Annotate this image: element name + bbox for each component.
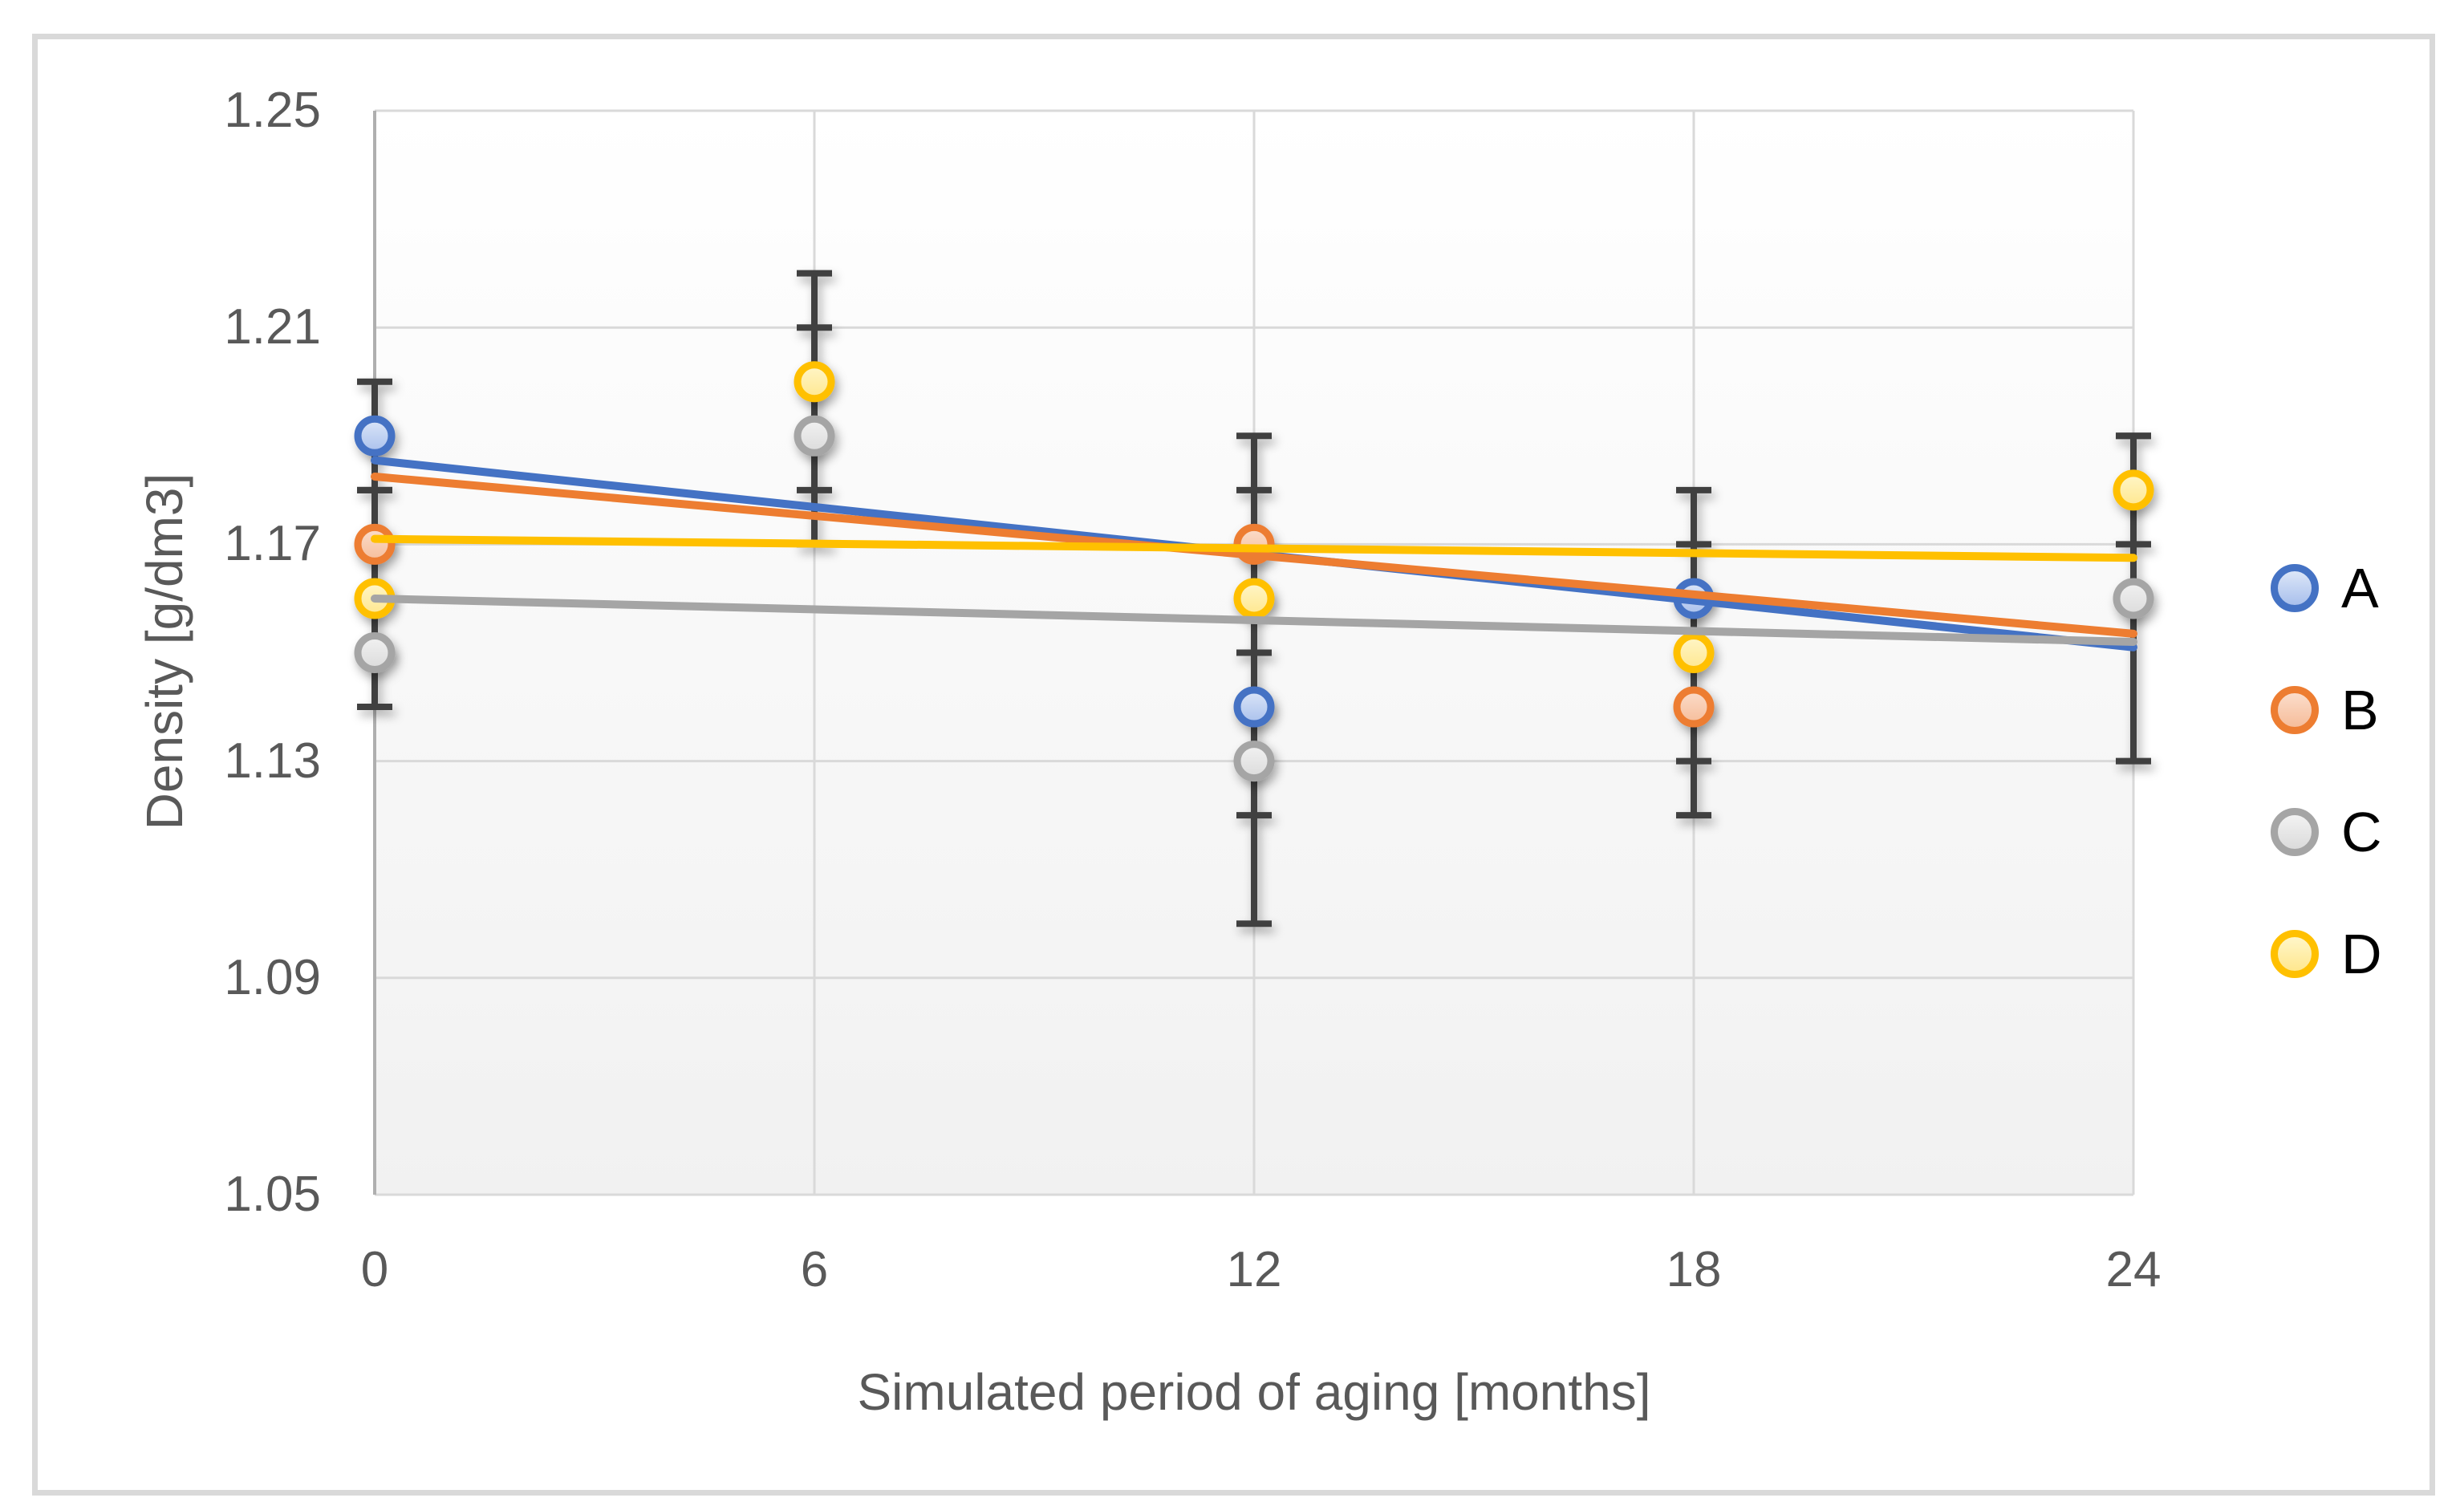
- trendline-B: [371, 472, 2137, 638]
- legend-item-D: D: [2271, 926, 2382, 982]
- y-axis-title: Density [g/dm3]: [136, 473, 193, 830]
- x-tick-label: 6: [800, 1242, 829, 1297]
- x-tick-label: 18: [1666, 1242, 1722, 1297]
- data-point-D: [1673, 632, 1715, 673]
- data-point-D: [2113, 469, 2154, 511]
- legend-marker-icon: [2271, 930, 2319, 978]
- legend-marker-icon: [2271, 808, 2319, 856]
- legend-item-B: B: [2271, 682, 2379, 738]
- y-tick-label: 1.05: [224, 1167, 321, 1222]
- x-tick-label: 12: [1226, 1242, 1282, 1297]
- legend-label: A: [2341, 557, 2379, 619]
- data-point-A: [354, 415, 396, 457]
- data-point-C: [1233, 741, 1275, 782]
- legend-marker-icon: [2271, 686, 2319, 734]
- x-axis-title: Simulated period of aging [months]: [857, 1363, 1651, 1421]
- data-point-A: [1233, 686, 1275, 728]
- legend-label: D: [2341, 923, 2382, 985]
- legend-marker-icon: [2271, 564, 2319, 612]
- legend-item-A: A: [2271, 560, 2379, 616]
- x-tick-label: 0: [360, 1242, 389, 1297]
- data-point-C: [354, 632, 396, 673]
- data-point-C: [794, 415, 835, 457]
- y-tick-label: 1.13: [224, 733, 321, 789]
- trendline-C: [371, 594, 2137, 646]
- series-C-markers: [354, 415, 2154, 782]
- legend-label: C: [2341, 801, 2382, 863]
- data-point-C: [2113, 578, 2154, 619]
- trendline-D: [371, 534, 2137, 562]
- data-point-B: [1673, 686, 1715, 728]
- data-point-D: [1233, 578, 1275, 619]
- data-point-D: [794, 361, 835, 403]
- y-tick-label: 1.21: [224, 299, 321, 355]
- y-tick-label: 1.25: [224, 83, 321, 138]
- legend-item-C: C: [2271, 804, 2382, 860]
- y-tick-label: 1.17: [224, 516, 321, 572]
- legend-label: B: [2341, 679, 2379, 741]
- data-point-B: [354, 523, 396, 565]
- y-tick-label: 1.09: [224, 949, 321, 1005]
- x-tick-label: 24: [2105, 1242, 2162, 1297]
